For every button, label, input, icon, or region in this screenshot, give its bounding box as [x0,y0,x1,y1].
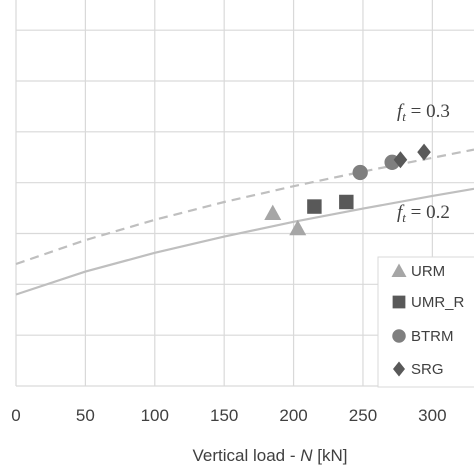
fit-curves [15,148,474,296]
x-axis-title-var: N [300,446,313,465]
svg-text:ft = 0.3: ft = 0.3 [397,101,450,124]
x-tick-label-1: 50 [76,406,95,425]
legend-marker-srg [393,361,405,377]
legend: URM UMR_R BTRM SRG [377,256,474,388]
curve-label-lower: ft = 0.2 [397,202,450,225]
x-tick-label-3: 150 [210,406,238,425]
srg-point-0 [393,151,408,169]
curve-label-lower-text: = 0.2 [406,202,450,223]
legend-marker-btrm [392,329,406,343]
legend-label-btrm: BTRM [411,328,454,345]
x-tick-label-0: 0 [11,406,20,425]
umr-r-point-0 [307,199,322,214]
curve-label-lower-sub: t [402,210,406,225]
curve-label-upper-text: = 0.3 [406,101,450,122]
srg-point-1 [417,143,431,161]
svg-text:ft = 0.2: ft = 0.2 [397,202,450,225]
legend-box [377,256,474,388]
x-tick-labels: 0 50 100 150 200 250 300 [11,406,446,425]
legend-marker-umr-r [392,295,406,309]
legend-marker-urm [391,263,407,277]
grid [15,0,474,387]
solid-fit-curve [15,187,474,296]
x-tick-label-6: 300 [418,406,446,425]
urm-point-0 [264,204,282,220]
x-tick-label-2: 100 [141,406,169,425]
legend-markers [391,263,407,377]
curve-label-upper-var: f [397,101,405,122]
btrm-point-0 [352,164,368,181]
umr-r-point-1 [339,194,354,210]
legend-label-urm: URM [411,263,445,280]
curve-label-upper-sub: t [402,109,406,124]
x-axis-title-suffix: [kN] [313,446,348,465]
legend-label-srg: SRG [411,361,444,378]
curve-label-lower-var: f [397,202,405,223]
curve-label-upper: ft = 0.3 [397,101,450,124]
x-tick-label-4: 200 [279,406,307,425]
urm-point-1 [289,219,307,236]
legend-label-umr-r: UMR_R [411,294,465,311]
x-axis-title-prefix: Vertical load - [193,446,301,465]
x-axis-title: Vertical load - N [kN] [193,446,348,465]
x-tick-label-5: 250 [349,406,377,425]
data-markers [264,143,431,236]
